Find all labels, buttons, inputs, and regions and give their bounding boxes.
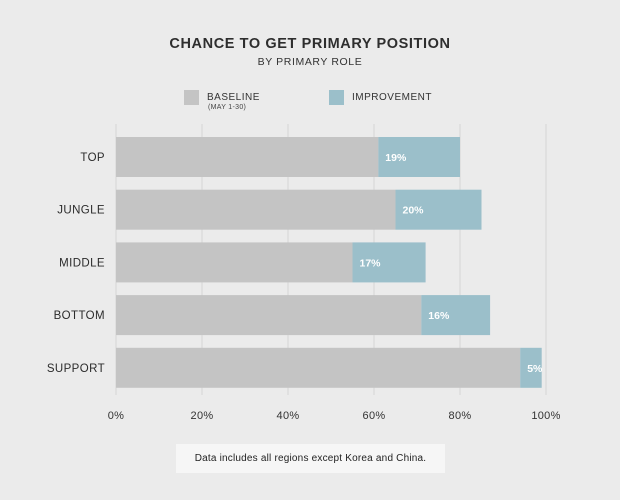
bar-improvement-bottom xyxy=(421,295,491,336)
chart-subtitle: BY PRIMARY ROLE xyxy=(257,56,363,68)
data-label-support: 5% xyxy=(527,363,543,375)
x-tick-label-60: 60% xyxy=(363,410,386,422)
bar-improvement-top xyxy=(378,137,460,177)
x-tick-label-0: 0% xyxy=(108,410,125,422)
data-label-top: 19% xyxy=(385,152,407,164)
x-tick-label-20: 20% xyxy=(191,410,214,422)
x-tick-label-80: 80% xyxy=(449,410,472,422)
category-label-jungle: JUNGLE xyxy=(57,205,105,217)
bar-baseline-support xyxy=(116,347,521,388)
legend-swatch-baseline xyxy=(184,90,199,105)
category-label-support: SUPPORT xyxy=(47,363,105,375)
chart-title: CHANCE TO GET PRIMARY POSITION xyxy=(169,36,451,52)
legend: BASELINE (MAY 1-30) IMPROVEMENT xyxy=(0,90,620,120)
bar-baseline-middle xyxy=(116,242,353,283)
data-label-jungle: 20% xyxy=(403,205,425,217)
bar-improvement-support xyxy=(520,347,542,388)
x-tick-label-100: 100% xyxy=(531,410,560,422)
legend-label-improvement: IMPROVEMENT xyxy=(352,92,432,103)
data-label-middle: 17% xyxy=(360,257,382,269)
bar-baseline-bottom xyxy=(116,295,422,336)
footnote: Data includes all regions except Korea a… xyxy=(176,444,445,473)
data-label-bottom: 16% xyxy=(428,310,450,322)
legend-note-baseline: (MAY 1-30) xyxy=(208,104,247,111)
legend-swatch-improvement xyxy=(329,90,344,105)
category-label-top: TOP xyxy=(80,152,105,164)
bar-improvement-middle xyxy=(352,242,426,283)
bar-baseline-jungle xyxy=(116,189,396,230)
category-label-bottom: BOTTOM xyxy=(54,310,105,322)
category-label-middle: MIDDLE xyxy=(59,257,105,269)
x-tick-label-40: 40% xyxy=(277,410,300,422)
bar-improvement-jungle xyxy=(395,189,482,230)
legend-label-baseline: BASELINE xyxy=(207,92,260,103)
bar-baseline-top xyxy=(116,137,379,177)
